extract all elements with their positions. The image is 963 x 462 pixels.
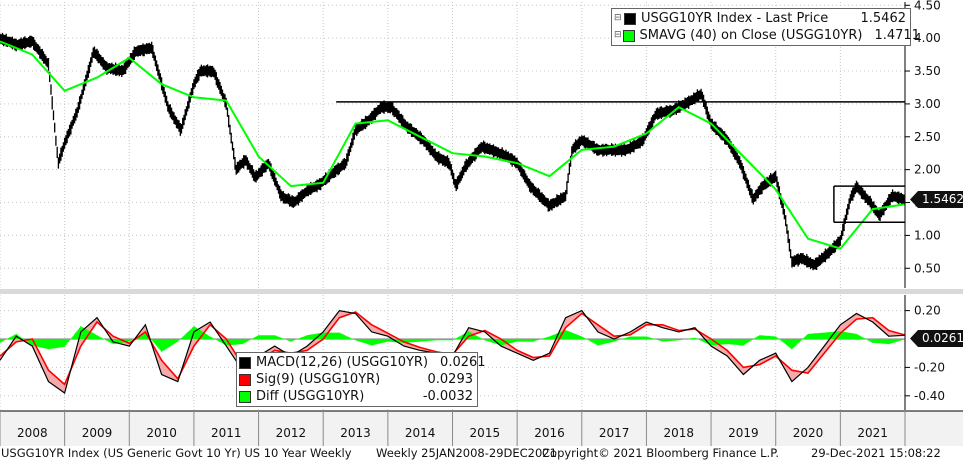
x-tick-label: 2015 [470, 426, 501, 440]
x-tick-label: 2009 [82, 426, 113, 440]
panel-divider[interactable] [0, 289, 963, 294]
x-tick-label: 2013 [340, 426, 371, 440]
x-tick-label: 2010 [146, 426, 177, 440]
x-tick-label: 2017 [599, 426, 630, 440]
price-tick-label: 2.00 [914, 163, 941, 177]
x-tick-label: 2016 [534, 426, 565, 440]
last-macd-tag: 0.0261 [910, 330, 963, 347]
macd-axis-bg [905, 295, 963, 410]
x-axis-bg [0, 411, 963, 446]
legend-item-price[interactable]: ⊟ USGG10YR Index - Last Price 1.5462 [614, 10, 906, 27]
price-axis-bg [905, 2, 963, 288]
legend-value: 0.0261 [440, 355, 486, 370]
legend-value: 0.0293 [427, 372, 474, 387]
x-tick-label: 2008 [17, 426, 48, 440]
legend-label: SMAVG (40) on Close (USGG10YR) [639, 28, 863, 43]
footer: USGG10YR Index (US Generic Govt 10 Yr) U… [0, 446, 963, 462]
legend-control-icon[interactable]: ⊟ [614, 30, 622, 40]
macd-swatch [239, 356, 251, 369]
macd-tick-label: -0.20 [914, 360, 945, 374]
sma-series [0, 40, 905, 250]
legend-label: Sig(9) (USGG10YR) [256, 372, 381, 387]
last-price-tag: 1.5462 [910, 191, 963, 208]
macd-legend[interactable]: MACD(12,26) (USGG10YR) 0.0261 Sig(9) (US… [236, 352, 486, 407]
price-tick-label: 2.50 [914, 130, 941, 144]
x-tick-label: 2014 [405, 426, 436, 440]
price-tick-label: 3.00 [914, 97, 941, 111]
price-series [0, 32, 905, 271]
legend-item-macd[interactable]: MACD(12,26) (USGG10YR) 0.0261 [239, 354, 486, 371]
legend-label: USGG10YR Index - Last Price [641, 11, 829, 26]
x-tick-label: 2019 [728, 426, 759, 440]
legend-item-signal[interactable]: Sig(9) (USGG10YR) 0.0293 [239, 371, 473, 388]
footer-timestamp: 29-Dec-2021 15:08:22 [811, 446, 941, 460]
legend-value: -0.0032 [422, 389, 473, 404]
legend-label: MACD(12,26) (USGG10YR) [256, 355, 429, 370]
legend-value: 1.4711 [874, 28, 920, 43]
price-swatch [624, 12, 636, 25]
price-legend[interactable]: ⊟ USGG10YR Index - Last Price 1.5462 ⊟ S… [611, 8, 920, 46]
macd-tick-label: -0.40 [914, 389, 945, 403]
price-tick-label: 4.50 [914, 0, 941, 12]
signal-swatch [239, 373, 251, 386]
footer-copyright: Copyright© 2021 Bloomberg Finance L.P. [542, 446, 779, 460]
footer-security: USGG10YR Index (US Generic Govt 10 Yr) U… [1, 446, 352, 460]
price-tick-label: 4.00 [914, 31, 941, 45]
price-y-axis: 4.504.003.503.002.502.001.501.000.50 [904, 0, 963, 288]
x-tick-label: 2011 [211, 426, 242, 440]
price-tick-label: 1.00 [914, 228, 941, 242]
x-tick-label: 2012 [276, 426, 307, 440]
x-axis: 2008 2009 2010 2011 2012 2013 2014 2015 2016 2017… [0, 410, 963, 446]
price-panel [0, 2, 906, 288]
x-tick-label: 2020 [793, 426, 824, 440]
footer-range: Weekly 25JAN2008-29DEC2021 [376, 446, 557, 460]
macd-tick-label: 0.20 [914, 304, 941, 318]
diff-swatch [239, 390, 251, 403]
x-tick-label: 2018 [663, 426, 694, 440]
price-tick-label: 0.50 [914, 261, 941, 275]
legend-item-sma[interactable]: ⊟ SMAVG (40) on Close (USGG10YR) 1.4711 [614, 27, 920, 44]
legend-label: Diff (USGG10YR) [256, 389, 365, 404]
legend-value: 1.5462 [860, 11, 907, 26]
legend-item-diff[interactable]: Diff (USGG10YR) -0.0032 [239, 388, 473, 405]
sma-swatch [622, 29, 635, 42]
macd-y-axis: 0.20 -0.20 -0.40 [904, 295, 963, 410]
x-tick-label: 2021 [857, 426, 888, 440]
price-tick-label: 3.50 [914, 64, 941, 78]
legend-control-icon[interactable]: ⊟ [614, 13, 622, 23]
